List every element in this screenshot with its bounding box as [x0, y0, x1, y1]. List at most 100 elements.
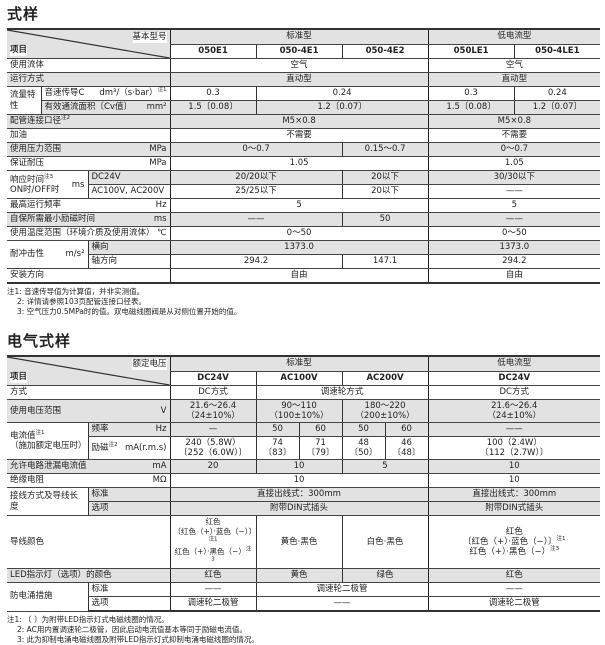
row-flow-sonic: 流量特性 音速传导C dm³/（s·bar）注1 0.3 0.24 0.3 0.2…: [7, 86, 601, 115]
row-wiring-standard: 接线方式及导线长度 标准 直接出线式：300mm 直接出线式：300mm: [7, 487, 601, 516]
cell: 黄色: [255, 568, 342, 583]
spec-table: 基本型号 项目 标准型 低电流型 050E1 050-4E1 050-4E2 0…: [7, 28, 601, 284]
row-led-color: LED指示灯（选项）的颜色 红色 黄色 绿色 红色: [7, 568, 601, 583]
cell: 90～110 （100±10%）: [255, 399, 342, 423]
cell: 5: [341, 459, 429, 474]
row-label: 自保所需最小励磁时间 ms: [7, 212, 171, 227]
row-label: 接线方式及导线长度: [7, 487, 88, 516]
corner-top: 基本型号: [132, 32, 167, 43]
cell: 20/20以下: [169, 170, 343, 185]
cell: 红色 〔红色（+）·蓝色（−）〕注1 红色（+）·黑色（−）注3: [427, 515, 601, 569]
cell: 0.24: [513, 86, 601, 101]
cell: 21.6～26.4 （24±10%）: [427, 399, 601, 423]
cell: 5: [169, 198, 429, 213]
cell: 25/25以下: [169, 184, 343, 199]
row-label: 电流值注1 （施加额定电压时）: [7, 422, 88, 460]
cell: 50: [341, 212, 429, 227]
row-method: 方式 DC方式 调速轮方式 DC方式: [7, 385, 601, 400]
cell: 50: [255, 422, 299, 437]
cell: ——: [427, 582, 601, 597]
note: 3: 此为抑制电涌电磁线圈及附带LED指示灯式抑制电涌电磁线圈的情况。: [17, 635, 259, 644]
row-response-dc: 响应时间注3 ON时/OFF时 ms DC24V 20/20以下 20以下 30/3…: [7, 170, 601, 199]
cell: 0～50: [427, 226, 601, 241]
sub-label: 横向: [87, 240, 171, 255]
sub-label: 轴方向: [87, 254, 171, 269]
row-label: 使用压力范围 MPa: [7, 142, 171, 157]
cell: 调速轮二极管: [255, 582, 429, 597]
row-current-excitation: 励磁注2 mA(r.m.s) 240（5.8W） 〔252（6.0W）〕 74 〔83…: [7, 436, 601, 460]
sub-label: 音速传导C dm³/（s·bar）注1: [40, 86, 171, 101]
group-standard: 标准型: [169, 28, 429, 45]
cell: 空气: [427, 58, 601, 73]
spec-notes: 注1: 音速传导值为计算值，并非实测值。 2: 详情请参照103页配管连接口径表…: [7, 287, 605, 317]
model-050E1: 050E1: [169, 43, 257, 59]
cell: 黄色·黑色: [255, 515, 342, 569]
row-selfhold: 自保所需最小励磁时间 ms —— 50 ——: [7, 212, 601, 227]
sub-label: 标准: [87, 487, 170, 502]
cell: 50: [341, 422, 385, 437]
cell: 直动型: [427, 72, 601, 87]
row-response-ac: AC100V, AC200V 25/25以下 20以下 ——: [7, 184, 601, 199]
cell: —: [169, 422, 256, 437]
group-standard: 标准型: [169, 355, 429, 372]
cell: M5×0.8: [169, 114, 429, 129]
cell: 30/30以下: [427, 170, 601, 185]
note: 2: AC用内置调速轮二极管，因此启动电流值基本等同于励磁电流值。: [17, 625, 247, 634]
sub-label: 励磁注2 mA(r.m.s): [87, 436, 170, 460]
cell: M5×0.8: [427, 114, 601, 129]
cell: 0.24: [255, 86, 429, 101]
row-temperature: 使用温度范围（环境介质及使用流体） ℃ 0～50 0～50: [7, 226, 601, 241]
row-label: 运行方式: [7, 72, 171, 87]
cell: 红色: [169, 568, 256, 583]
electrical-notes: 注1: 〔 〕为附带LED指示灯式电磁线圈的情况。 2: AC用内置调速轮二极管…: [7, 615, 605, 645]
cell: 附带DIN式插头: [169, 501, 429, 516]
cell: 10: [427, 473, 601, 488]
row-proof: 保证耐压 MPa 1.05 1.05: [7, 156, 601, 171]
electrical-title: 电气式样: [7, 332, 72, 350]
cell: 180～220 （200±10%）: [341, 399, 429, 423]
note: 2: 详情请参照103页配管连接口径表。: [17, 297, 146, 306]
cell: 71 〔79〕: [298, 436, 342, 460]
row-mounting: 安装方向 自由 自由: [7, 268, 601, 284]
row-fluid: 使用流体 空气 空气: [7, 58, 601, 73]
cell: 147.1: [341, 254, 429, 269]
cell: 294.2: [427, 254, 601, 269]
cell: DC方式: [427, 385, 601, 400]
cell: 5: [427, 198, 601, 213]
row-operation: 运行方式 直动型 直动型: [7, 72, 601, 87]
corner-bottom: 项目: [10, 45, 28, 56]
sub-label: 标准: [87, 582, 170, 597]
row-frequency: 最高运行频率 Hz 5 5: [7, 198, 601, 213]
cell: 100（2.4W） 〔112（2.7W）〕: [427, 436, 601, 460]
note: 3: 空气压力0.5MPa时的值。双电磁线圈阀是从对侧位置开始的值。: [17, 307, 242, 316]
cell: 直接出线式：300mm: [427, 487, 601, 502]
cell: 240（5.8W） 〔252（6.0W）〕: [169, 436, 256, 460]
row-label: 配管连接口径注2: [7, 114, 171, 129]
cell: 21.6～26.4 （24±10%）: [169, 399, 256, 423]
cell: 0～0.7: [169, 142, 343, 157]
model-050-4E2: 050-4E2: [341, 43, 429, 59]
spec-title: 式样: [7, 5, 40, 23]
cell: 0.15～0.7: [341, 142, 429, 157]
cell: 10: [255, 459, 342, 474]
row-label: LED指示灯（选项）的颜色: [7, 568, 170, 583]
cell: 直动型: [169, 72, 429, 87]
cell: 46 〔48〕: [384, 436, 429, 460]
row-current-frequency: 电流值注1 （施加额定电压时） 频率 Hz — 50 60 50 60 ——: [7, 422, 601, 460]
model-050-4LE1: 050-4LE1: [513, 43, 601, 59]
cell: 74 〔83〕: [255, 436, 299, 460]
row-flow-cv: 有效通流面积〔Cv值〕 mm² 1.5〔0.08〕 1.2〔0.07〕 1.5〔0…: [7, 100, 601, 115]
cell: 不需要: [169, 128, 429, 143]
cell: 60: [298, 422, 342, 437]
cell: 自由: [427, 268, 601, 284]
row-label: 使用流体: [7, 58, 171, 73]
cell: 红色 〔红色（+）·蓝色（−）〕注1 红色（+）·黑色（−）注3: [169, 515, 256, 569]
sub-label: 选项: [87, 501, 170, 516]
row-label: 流量特性: [7, 86, 41, 115]
row-shock-axial: 轴方向 294.2 147.1 294.2: [7, 254, 601, 269]
row-label: 加油: [7, 128, 171, 143]
cell: ——: [427, 184, 601, 199]
cell: 10: [169, 473, 429, 488]
corner-bottom: 项目: [10, 372, 28, 383]
model-050-4E1: 050-4E1: [255, 43, 343, 59]
